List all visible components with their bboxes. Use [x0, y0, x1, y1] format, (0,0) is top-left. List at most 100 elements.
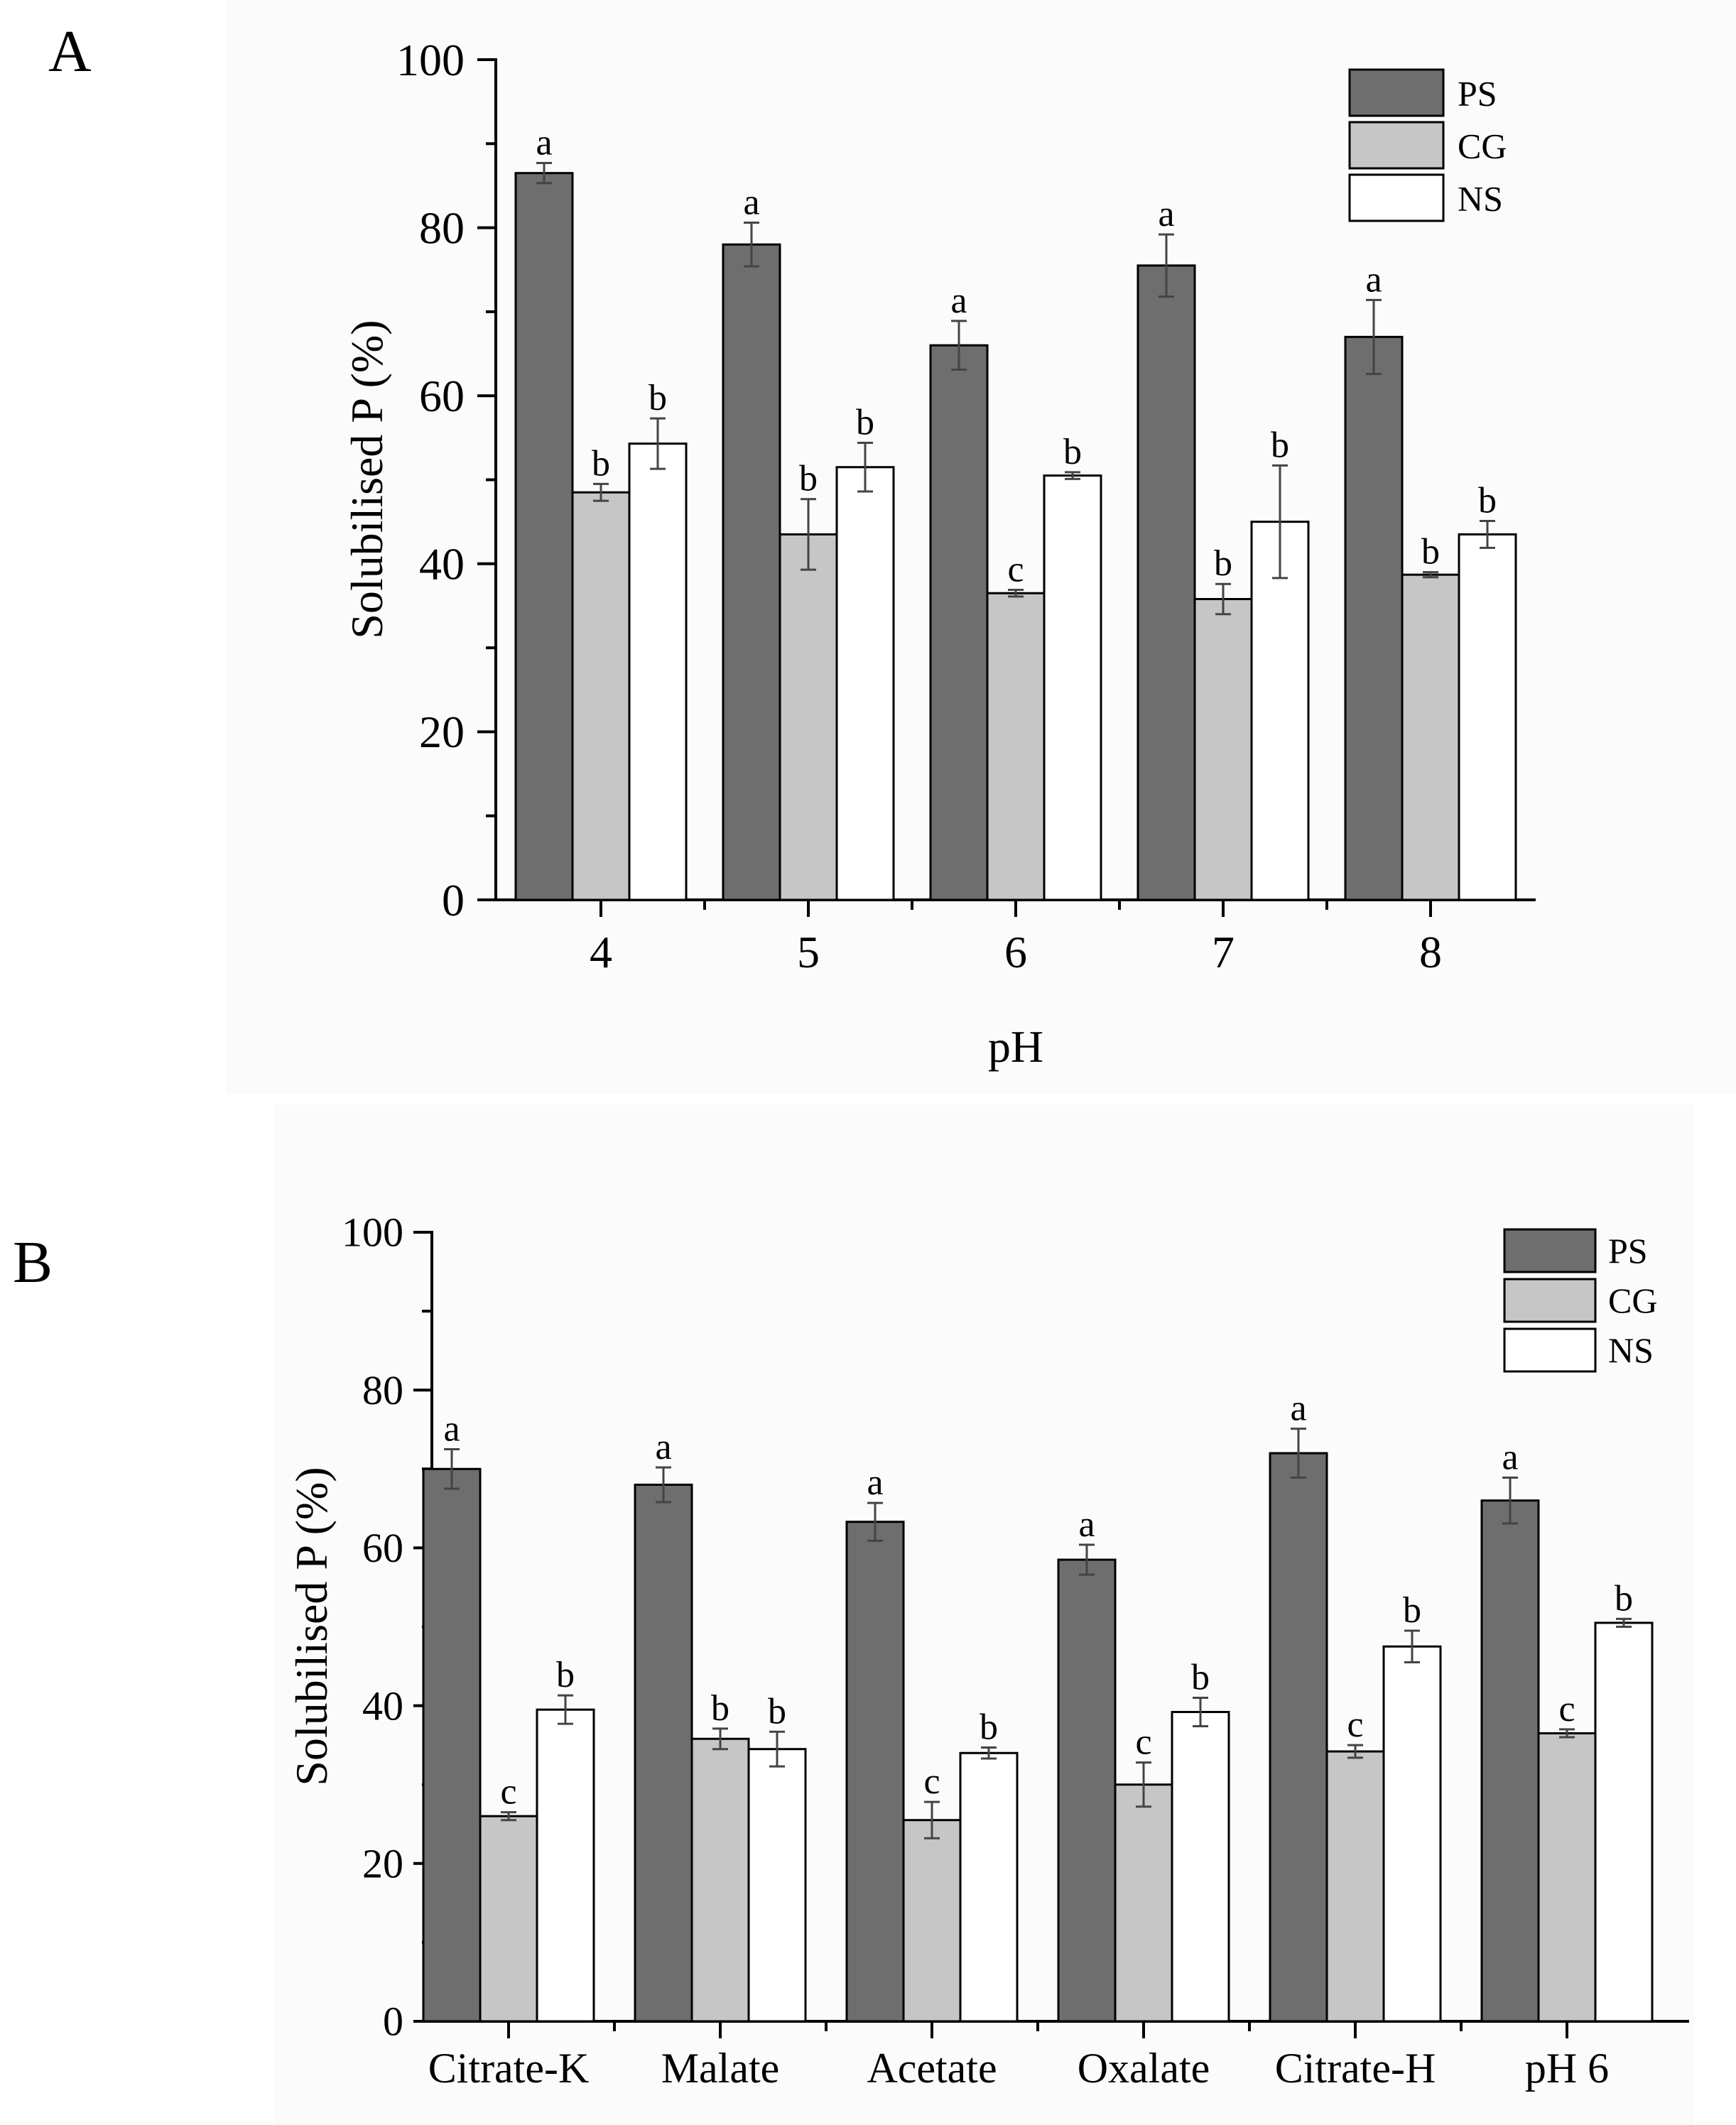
error-bar-ns [1480, 519, 1495, 549]
significance-label: a [867, 1462, 883, 1503]
bar-cg [1193, 597, 1253, 901]
significance-label: a [1078, 1504, 1095, 1545]
bar-ps [1136, 264, 1196, 901]
y-tick-label: 0 [442, 875, 465, 925]
significance-label: b [711, 1688, 729, 1729]
bar-cg [1325, 1750, 1385, 2023]
y-tick-label: 60 [362, 1525, 403, 1571]
bar-ps [1057, 1558, 1117, 2023]
error-bar-ps [1366, 298, 1382, 375]
legend-swatch-ps [1503, 1228, 1597, 1273]
y-tick-label: 40 [362, 1683, 403, 1729]
bar-cg [779, 533, 838, 901]
significance-label: b [1478, 480, 1497, 521]
error-bar-ps [744, 222, 759, 268]
legend-label-ps: PS [1608, 1231, 1648, 1271]
error-bar-ps [867, 1501, 883, 1542]
y-tick-label: 80 [362, 1367, 403, 1413]
x-tick-label: Citrate-H [1275, 2045, 1436, 2092]
x-tick-label: 6 [1004, 927, 1027, 977]
bar-ps [845, 1521, 905, 2023]
bar-cg [902, 1819, 962, 2023]
error-bar-ns [981, 1746, 997, 1760]
error-bar-cg [1559, 1728, 1575, 1739]
legend-swatch-ps [1348, 68, 1445, 117]
legend-swatch-ns [1348, 173, 1445, 222]
significance-label: b [1191, 1657, 1210, 1697]
panel-b-letter: B [13, 1229, 53, 1295]
x-tick-label: Acetate [867, 2045, 997, 2092]
significance-label: c [1007, 549, 1024, 589]
error-bar-ps [1502, 1477, 1518, 1525]
bar-cg [1537, 1732, 1597, 2023]
significance-label: a [1502, 1438, 1518, 1478]
x-tick-label: Oxalate [1078, 2045, 1210, 2092]
x-tick-label: 4 [590, 927, 612, 977]
significance-label: b [1214, 543, 1232, 584]
y-tick-label: 0 [383, 1999, 403, 2045]
error-bar-ns [1065, 471, 1080, 480]
legend-label-cg: CG [1458, 126, 1507, 166]
error-bar-ps [1291, 1428, 1306, 1479]
error-bar-ns [1193, 1696, 1208, 1727]
x-tick-label: 5 [797, 927, 820, 977]
bar-ns [628, 442, 688, 901]
bar-ns [835, 466, 895, 901]
significance-label: a [536, 123, 552, 163]
significance-label: c [923, 1761, 940, 1802]
error-bar-ns [857, 441, 873, 493]
bar-cg [690, 1737, 750, 2023]
error-bar-ps [951, 320, 967, 371]
significance-label: a [1365, 259, 1382, 300]
bar-ps [1344, 335, 1404, 901]
significance-label: c [1347, 1705, 1363, 1745]
y-tick-label: 100 [396, 35, 465, 85]
error-bar-cg [1423, 571, 1438, 579]
y-axis-title: Solubilised P (%) [286, 1467, 337, 1786]
error-bar-cg [924, 1800, 940, 1839]
bar-cg [1401, 573, 1460, 901]
bar-ns [747, 1748, 807, 2023]
significance-label: b [556, 1655, 575, 1695]
error-bar-cg [501, 1811, 516, 1822]
x-tick-label: Citrate-K [428, 2045, 590, 2092]
bar-ps [634, 1484, 693, 2023]
significance-label: b [1403, 1590, 1421, 1631]
y-tick-label: 20 [362, 1841, 403, 1887]
significance-label: b [799, 459, 818, 499]
bar-ps [929, 344, 989, 901]
significance-label: b [592, 443, 610, 484]
significance-label: b [768, 1691, 786, 1732]
significance-label: b [980, 1707, 998, 1747]
significance-label: a [1158, 194, 1174, 234]
panel-b-chart: B 0 20 40 60 80 100 Solubilised P (%) Citrate-K a… [13, 1104, 1694, 2125]
bar-ns [1250, 521, 1310, 901]
bar-cg [571, 491, 631, 901]
x-tick-label: Malate [661, 2045, 780, 2092]
bar-ps [1269, 1452, 1328, 2023]
legend-label-ps: PS [1458, 74, 1497, 114]
significance-label: b [1063, 432, 1082, 472]
y-tick-label: 20 [419, 707, 465, 757]
legend-label-cg: CG [1608, 1281, 1657, 1320]
y-tick-label: 40 [419, 539, 465, 589]
panel-a-letter: A [48, 18, 92, 85]
legend-label-ns: NS [1458, 179, 1503, 219]
legend-swatch-cg [1503, 1278, 1597, 1323]
x-tick-label: 7 [1212, 927, 1235, 977]
bar-ps [1480, 1499, 1540, 2023]
legend-swatch-cg [1348, 121, 1445, 170]
error-bar-ns [1616, 1617, 1632, 1628]
error-bar-ps [656, 1466, 671, 1504]
significance-label: c [500, 1772, 516, 1812]
error-bar-cg [1136, 1761, 1151, 1808]
legend-swatch-ns [1503, 1327, 1597, 1373]
error-bar-ps [444, 1448, 460, 1490]
error-bar-ns [769, 1730, 785, 1768]
y-axis-title: Solubilised P (%) [342, 320, 392, 638]
significance-label: c [1558, 1689, 1575, 1729]
error-bar-cg [1215, 582, 1231, 616]
error-bar-cg [1347, 1744, 1363, 1759]
